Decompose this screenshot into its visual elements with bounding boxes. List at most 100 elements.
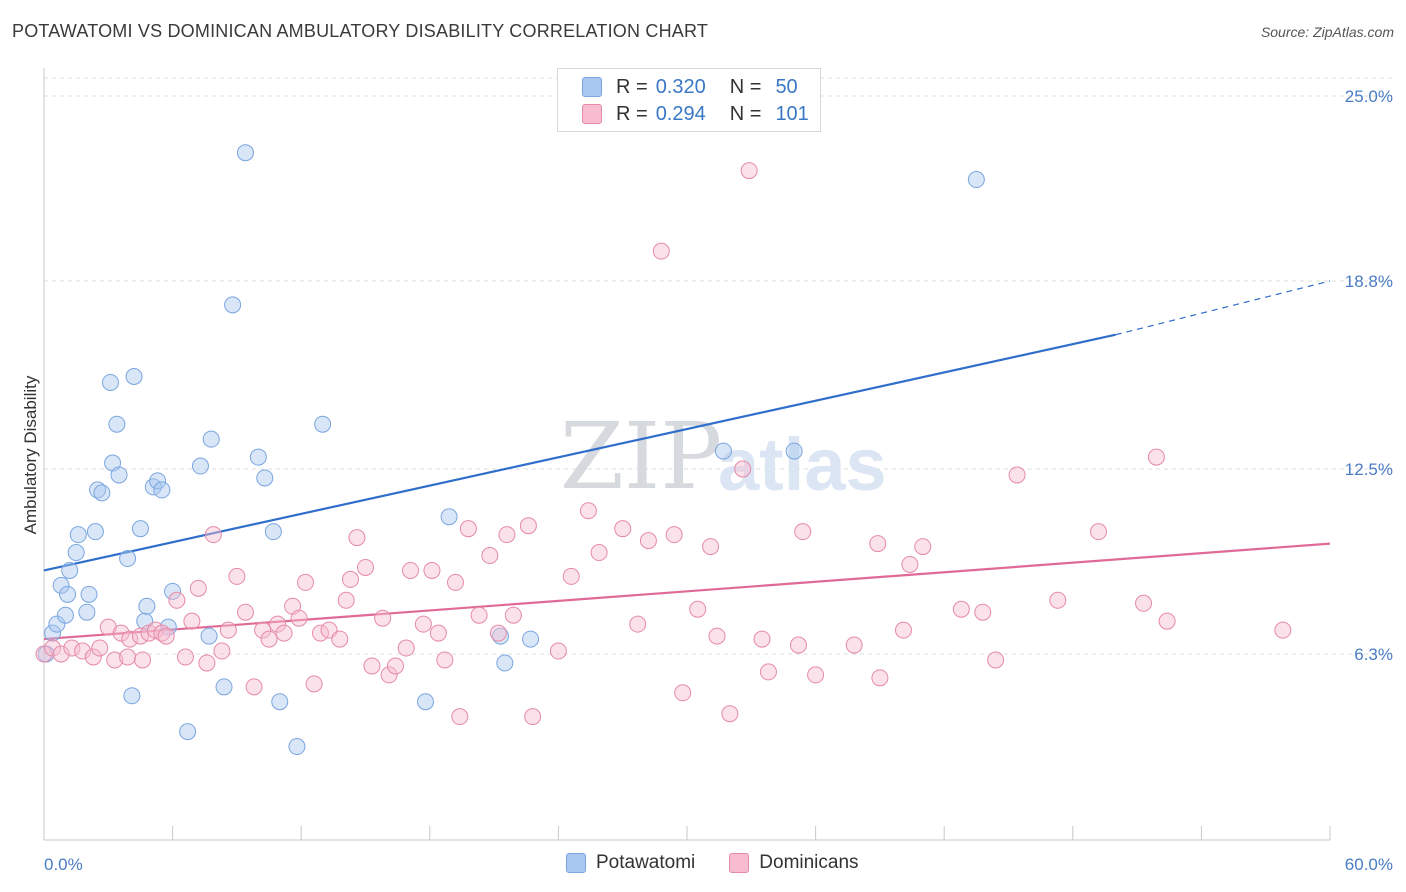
data-point <box>168 591 186 609</box>
legend-label-potawatomi: Potawatomi <box>596 852 696 873</box>
data-point <box>164 582 182 600</box>
data-point <box>1135 594 1153 612</box>
data-point <box>80 585 98 603</box>
data-point <box>901 555 919 573</box>
data-point <box>106 651 124 669</box>
data-point <box>665 526 683 544</box>
data-point <box>440 508 458 526</box>
data-point <box>967 171 985 189</box>
data-point <box>470 606 488 624</box>
data-point <box>191 457 209 475</box>
data-point <box>1274 621 1292 639</box>
data-point <box>414 615 432 633</box>
data-point <box>914 538 932 556</box>
data-point <box>740 162 758 180</box>
data-point <box>288 738 306 756</box>
data-point <box>119 550 137 568</box>
data-point <box>271 693 289 711</box>
data-point <box>402 561 420 579</box>
legend-r-value: 0.294 <box>655 102 706 125</box>
legend-n-value: 101 <box>775 102 809 125</box>
data-point <box>245 678 263 696</box>
legend-label-dominicans: Dominicans <box>759 852 859 873</box>
data-point <box>974 603 992 621</box>
series-potawatomi <box>37 144 985 756</box>
data-point <box>264 523 282 541</box>
data-point <box>614 520 632 538</box>
data-point <box>78 603 96 621</box>
data-point <box>562 567 580 585</box>
data-point <box>689 600 707 618</box>
data-point <box>125 367 143 385</box>
data-point <box>213 642 231 660</box>
data-point <box>807 666 825 684</box>
data-point <box>1008 466 1026 484</box>
data-point <box>1090 523 1108 541</box>
data-point <box>202 430 220 448</box>
data-point <box>639 532 657 550</box>
data-point <box>219 621 237 639</box>
data-point <box>459 520 477 538</box>
data-point <box>429 624 447 642</box>
data-point <box>149 472 167 490</box>
data-point <box>652 242 670 260</box>
data-points <box>35 144 1292 756</box>
stats-legend: R = 0.320 N = 50 R = 0.294 N = 101 <box>557 68 821 132</box>
data-point <box>44 639 62 657</box>
data-point <box>363 657 381 675</box>
data-point <box>134 651 152 669</box>
data-point <box>524 708 542 726</box>
data-point <box>236 603 254 621</box>
y-tick-label: 12.5% <box>1345 460 1393 479</box>
data-point <box>93 484 111 502</box>
data-point <box>579 502 597 520</box>
data-point <box>504 606 522 624</box>
y-tick-label: 6.3% <box>1354 645 1393 664</box>
data-point <box>952 600 970 618</box>
y-tick-label: 25.0% <box>1345 87 1393 106</box>
data-point <box>121 630 139 648</box>
data-point <box>236 144 254 162</box>
data-point <box>498 526 516 544</box>
legend-r-label: R = <box>616 102 648 125</box>
data-point <box>1147 448 1165 466</box>
data-point <box>305 675 323 693</box>
data-point <box>590 544 608 562</box>
data-point <box>260 630 278 648</box>
data-point <box>198 654 216 672</box>
data-point <box>153 481 171 499</box>
data-point <box>74 642 92 660</box>
data-point <box>357 558 374 576</box>
watermark-atlas: atlas <box>718 423 887 506</box>
x-tick-label: 0.0% <box>44 855 83 874</box>
data-point <box>56 606 74 624</box>
data-point <box>52 645 70 663</box>
y-tick-label: 18.8% <box>1345 272 1393 291</box>
data-point <box>91 639 109 657</box>
grid-lines <box>44 77 1394 655</box>
data-point <box>794 523 812 541</box>
data-point <box>734 460 752 478</box>
data-point <box>519 517 537 535</box>
legend-item-dominicans[interactable]: Dominicans <box>729 852 859 874</box>
watermark-zip: ZIP <box>560 403 722 510</box>
data-point <box>714 442 732 460</box>
tick-labels: 6.3% 12.5% 18.8% 25.0% 0.0% 60.0% <box>44 87 1393 874</box>
legend-row-dominicans: R = 0.294 N = 101 <box>582 101 809 127</box>
series-dominicans <box>35 162 1292 726</box>
data-point <box>189 579 207 597</box>
data-point <box>108 415 126 433</box>
data-point <box>314 415 332 433</box>
legend-item-potawatomi[interactable]: Potawatomi <box>566 852 695 874</box>
data-point <box>417 693 435 711</box>
data-point <box>204 526 222 544</box>
legend-n-label: N = <box>729 102 762 125</box>
data-point <box>522 630 540 648</box>
data-point <box>123 687 141 705</box>
legend-n-label: N = <box>729 75 762 98</box>
legend-swatch-potawatomi <box>582 77 602 97</box>
data-point <box>753 630 771 648</box>
data-point <box>549 642 567 660</box>
series-legend: Potawatomi Dominicans <box>566 852 893 874</box>
data-point <box>176 648 194 666</box>
